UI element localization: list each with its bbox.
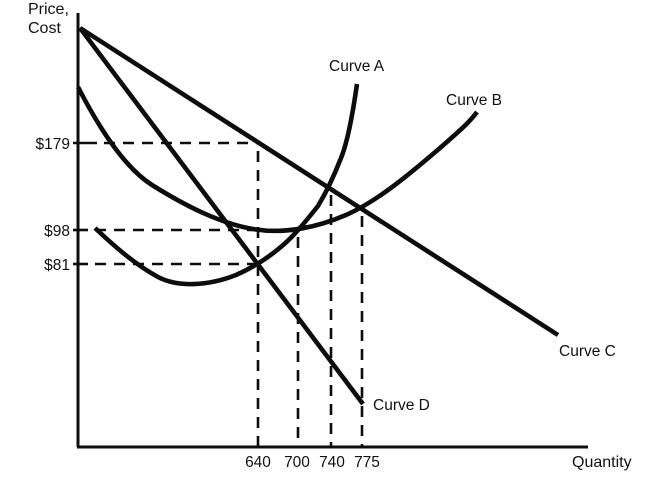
curve-d-line: [78, 26, 365, 406]
curve-c-line: [78, 26, 560, 337]
qty-label-700: 700: [284, 454, 310, 471]
qty-label-775: 775: [354, 454, 380, 471]
x-axis-title: Quantity: [572, 454, 632, 471]
curve-b-label: Curve B: [446, 92, 502, 109]
qty-label-640: 640: [245, 454, 271, 471]
curve-c-label: Curve C: [559, 343, 616, 360]
curve-a-line: [93, 83, 360, 287]
curve-b-line: [75, 85, 479, 234]
curve-a-label: Curve A: [329, 58, 385, 75]
price-label-98: $98: [44, 223, 70, 240]
qty-label-740: 740: [319, 454, 345, 471]
price-label-81: $81: [44, 257, 70, 274]
curve-d-label: Curve D: [373, 397, 430, 414]
y-axis-title-line1: Price,: [28, 1, 69, 18]
price-label-179: $179: [36, 136, 70, 153]
y-axis-title-line2: Cost: [28, 20, 61, 37]
